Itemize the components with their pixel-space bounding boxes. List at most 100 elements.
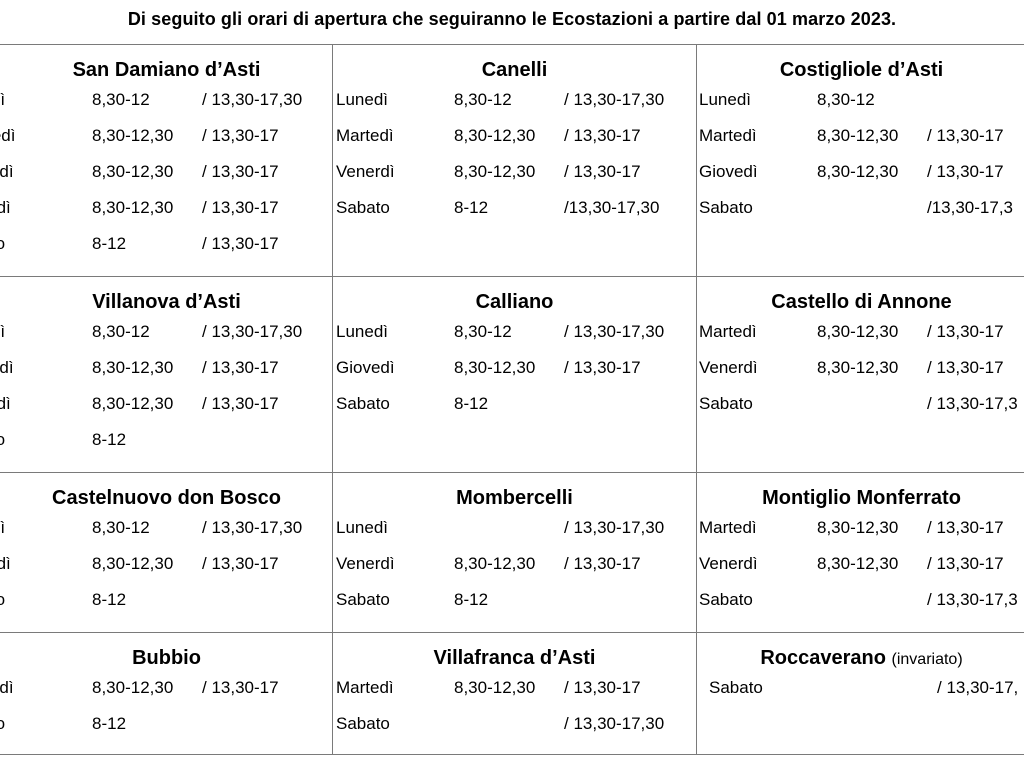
schedule-day: bato <box>0 714 6 733</box>
schedule-pm: / 13,30-17 <box>202 678 279 697</box>
table-border-h <box>0 754 1024 755</box>
schedule-row: nerdì 8,30-12,30 / 13,30-17 <box>0 394 333 418</box>
schedule-pm: / 13,30-17,30 <box>202 90 303 109</box>
schedule-row: Lunedì 8,30-12 <box>697 90 1024 114</box>
station-name: San Damiano d’Asti <box>0 59 333 82</box>
schedule-row: nedì 8,30-12 / 13,30-17,30 <box>0 518 333 542</box>
schedule-row: Venerdì 8,30-12,30 / 13,30-17 <box>333 162 696 186</box>
schedule-row: Sabato 8-12 <box>333 394 696 418</box>
schedule-day: Giovedì <box>699 162 758 181</box>
station-name-text: Montiglio Monferrato <box>762 487 961 509</box>
schedule-am: 8,30-12,30 <box>92 358 174 377</box>
schedule-pm: / 13,30-17 <box>564 678 641 697</box>
schedule-pm: / 13,30-17,30 <box>564 518 665 537</box>
station-name-text: Canelli <box>481 59 548 81</box>
schedule-day: Sabato <box>336 590 390 609</box>
schedule-row: Sabato / 13,30-17, <box>697 678 1024 702</box>
schedule-am: 8-12 <box>92 430 127 449</box>
schedule-am: 8,30-12 <box>92 518 150 537</box>
schedule-am: 8,30-12,30 <box>454 678 536 697</box>
station-name: Montiglio Monferrato <box>697 487 1024 510</box>
schedule-pm: / 13,30-17 <box>927 322 1004 341</box>
schedule-day: nedì <box>0 518 6 537</box>
schedule-am: 8-12 <box>454 394 489 413</box>
schedule-pm: /13,30-17,3 <box>927 198 1014 217</box>
schedule-day: ovedì <box>0 678 14 697</box>
schedule-pm: / 13,30-17, <box>937 678 1019 697</box>
schedule-day: ovedì <box>0 162 14 181</box>
schedule-row: Sabato / 13,30-17,3 <box>697 394 1024 418</box>
schedule-row: Martedì 8,30-12,30 / 13,30-17 <box>697 518 1024 542</box>
schedule-am: 8-12 <box>454 198 489 217</box>
schedule-am: 8,30-12,30 <box>92 678 174 697</box>
schedule-row: artedì 8,30-12,30 / 13,30-17 <box>0 126 333 150</box>
schedule-day: bato <box>0 430 6 449</box>
schedule-row: ovedì 8,30-12,30 / 13,30-17 <box>0 358 333 382</box>
schedule-pm: /13,30-17,30 <box>564 198 660 217</box>
schedule-am: 8,30-12,30 <box>817 358 899 377</box>
table-border-v <box>696 44 697 754</box>
schedule-day: nerdì <box>0 554 11 573</box>
schedule-row: Giovedì 8,30-12,30 / 13,30-17 <box>697 162 1024 186</box>
schedule-pm: / 13,30-17 <box>927 554 1004 573</box>
schedule-pm: / 13,30-17 <box>202 126 279 145</box>
schedule-day: Martedì <box>699 518 757 537</box>
page-title: Di seguito gli orari di apertura che seg… <box>127 9 897 29</box>
schedule-day: nerdì <box>0 198 11 217</box>
schedule-pm: / 13,30-17 <box>202 162 279 181</box>
station-cell: Montiglio Monferrato Martedì 8,30-12,30 / 1… <box>697 473 1024 632</box>
schedule-day: artedì <box>0 126 16 145</box>
station-note: (invariato) <box>891 651 963 668</box>
station-name-text: Castelnuovo don Bosco <box>52 487 281 509</box>
table-border-h <box>0 276 1024 277</box>
schedule-am: 8,30-12,30 <box>817 554 899 573</box>
schedule-day: ovedì <box>0 358 14 377</box>
schedule-am: 8-12 <box>92 590 127 609</box>
schedule-am: 8-12 <box>454 590 489 609</box>
schedule-row: Lunedì 8,30-12 / 13,30-17,30 <box>333 322 696 346</box>
schedule-day: Sabato <box>336 198 390 217</box>
schedule-pm: / 13,30-17 <box>202 358 279 377</box>
schedule-day: Martedì <box>336 126 394 145</box>
schedule-am: 8,30-12,30 <box>817 162 899 181</box>
schedule-pm: / 13,30-17,3 <box>927 394 1018 413</box>
schedule-row: Venerdì 8,30-12,30 / 13,30-17 <box>697 358 1024 382</box>
schedule-day: Lunedì <box>336 90 388 109</box>
schedule-pm: / 13,30-17 <box>564 358 641 377</box>
schedule-am: 8,30-12 <box>817 90 875 109</box>
schedule-pm: / 13,30-17 <box>564 554 641 573</box>
schedule-day: nerdì <box>0 394 11 413</box>
schedule-row: Martedì 8,30-12,30 / 13,30-17 <box>697 126 1024 150</box>
schedule-day: bato <box>0 234 6 253</box>
schedule-row: bato 8-12 <box>0 430 333 454</box>
station-cell: Castelnuovo don Bosco nedì 8,30-12 / 13,30-… <box>0 473 333 632</box>
schedule-day: Martedì <box>699 322 757 341</box>
station-name-text: Mombercelli <box>456 487 573 509</box>
station-name-text: Roccaverano <box>760 647 886 669</box>
station-name: Calliano <box>333 291 696 314</box>
schedule-am: 8,30-12 <box>92 90 150 109</box>
station-name: Canelli <box>333 59 696 82</box>
station-name-text: San Damiano d’Asti <box>72 59 261 81</box>
schedule-row: bato 8-12 <box>0 590 333 614</box>
schedule-am: 8,30-12 <box>454 90 512 109</box>
schedule-row: Sabato 8-12/13,30-17,30 <box>333 198 696 222</box>
schedule-day: bato <box>0 590 6 609</box>
schedule-pm: / 13,30-17 <box>202 234 279 253</box>
station-name: Roccaverano (invariato) <box>697 647 1024 670</box>
schedule-am: 8,30-12,30 <box>817 126 899 145</box>
schedule-pm: / 13,30-17,30 <box>202 322 303 341</box>
schedule-pm: / 13,30-17,30 <box>564 90 665 109</box>
schedule-am: 8,30-12,30 <box>92 162 174 181</box>
schedule-row: Sabato 8-12 <box>333 590 696 614</box>
schedule-day: Lunedì <box>699 90 751 109</box>
schedule-row: bato 8-12 <box>0 714 333 738</box>
schedule-day: Venerdì <box>699 554 758 573</box>
schedule-row: nedì 8,30-12 / 13,30-17,30 <box>0 322 333 346</box>
schedule-am: 8-12 <box>92 234 127 253</box>
schedule-am: 8,30-12,30 <box>817 322 899 341</box>
schedule-am: 8,30-12,30 <box>92 554 174 573</box>
schedule-pm: / 13,30-17 <box>202 394 279 413</box>
schedule-pm: / 13,30-17,3 <box>927 590 1018 609</box>
schedule-am: 8,30-12 <box>454 322 512 341</box>
